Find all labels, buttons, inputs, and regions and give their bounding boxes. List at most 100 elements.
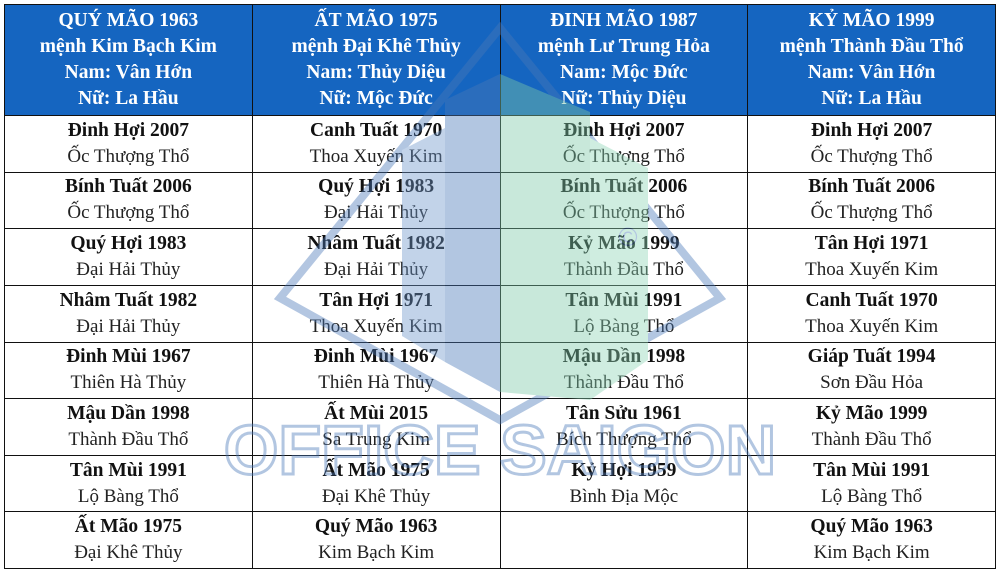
table-cell: Kỷ Mão 1999 Thành Đầu Thổ	[747, 398, 996, 456]
table-cell: Đinh Hợi 2007 Ốc Thượng Thổ	[747, 115, 996, 173]
cell-year: Giáp Tuất 1994	[807, 346, 936, 368]
table-row: Ất Mão 1975 Đại Khê Thủy Quý Mão 1963 Kim B…	[4, 511, 996, 569]
table-body: Đinh Hợi 2007 Ốc Thượng Thổ Canh Tuất 1970…	[4, 115, 996, 569]
table-row: Mậu Dần 1998 Thành Đầu Thổ Ất Mùi 2015 Sa T…	[4, 398, 996, 456]
table-header: QUÝ MÃO 1963 mệnh Kim Bạch Kim Nam: Vân …	[4, 4, 996, 116]
header-row: QUÝ MÃO 1963 mệnh Kim Bạch Kim Nam: Vân …	[4, 4, 996, 116]
cell-element: Ốc Thượng Thổ	[562, 202, 685, 224]
header-female-star: Nữ: Thủy Diệu	[561, 88, 687, 109]
cell-element: Ốc Thượng Thổ	[810, 145, 933, 167]
header-female-star: Nữ: La Hầu	[78, 88, 179, 109]
cell-year: Kỷ Mão 1999	[568, 233, 680, 255]
header-male-star: Nam: Mộc Đức	[560, 62, 688, 83]
header-destiny: mệnh Thành Đầu Thổ	[779, 36, 964, 57]
cell-year: Đinh Mùi 1967	[66, 346, 191, 368]
header-destiny: mệnh Lư Trung Hỏa	[537, 36, 710, 57]
table-cell: Tân Hợi 1971 Thoa Xuyến Kim	[747, 228, 996, 286]
table-cell: Mậu Dần 1998 Thành Đầu Thổ	[4, 398, 253, 456]
cell-element: Đại Hải Thủy	[76, 315, 181, 337]
cell-element: Lộ Bàng Thổ	[77, 485, 179, 507]
cell-element: Thoa Xuyến Kim	[309, 145, 443, 167]
cell-element: Đại Hải Thủy	[324, 259, 429, 281]
cell-year: Nhâm Tuất 1982	[59, 289, 198, 311]
cell-year: Ất Mão 1975	[74, 516, 182, 538]
cell-element: Lộ Bàng Thổ	[573, 315, 675, 337]
cell-year: Tân Mùi 1991	[69, 459, 187, 481]
cell-element: Lộ Bàng Thổ	[821, 485, 923, 507]
table-cell: Quý Mão 1963 Kim Bạch Kim	[251, 511, 501, 569]
table-cell: Tân Mùi 1991 Lộ Bàng Thổ	[747, 454, 996, 513]
cell-year: Tân Hợi 1971	[814, 233, 929, 255]
cell-element: Thành Đầu Thổ	[68, 428, 189, 450]
table-cell: Tân Hợi 1971 Thoa Xuyến Kim	[251, 284, 501, 343]
table-cell: Ất Mão 1975 Đại Khê Thủy	[4, 511, 253, 569]
header-title: KỶ MÃO 1999	[808, 10, 935, 31]
table-cell: Nhâm Tuất 1982 Đại Hải Thủy	[4, 284, 253, 343]
cell-year: Tân Mùi 1991	[813, 459, 931, 481]
cell-year: Tân Hợi 1971	[319, 289, 433, 311]
cell-element: Thiên Hà Thủy	[70, 372, 187, 394]
compatibility-table: QUÝ MÃO 1963 mệnh Kim Bạch Kim Nam: Vân …	[4, 4, 996, 569]
cell-element: Sa Trung Kim	[322, 428, 430, 450]
cell-year: Tân Sửu 1961	[566, 402, 682, 424]
header-male-star: Nam: Vân Hớn	[64, 62, 193, 83]
table-cell: Quý Hợi 1983 Đại Hải Thủy	[4, 228, 253, 286]
table-cell: Đinh Hợi 2007 Ốc Thượng Thổ	[4, 115, 253, 173]
cell-year: Kỷ Mão 1999	[815, 402, 928, 424]
cell-year: Nhâm Tuất 1982	[307, 233, 445, 255]
cell-element: Bích Thượng Thổ	[555, 428, 692, 450]
cell-year: Tân Mùi 1991	[565, 289, 683, 311]
table-cell: Đinh Mùi 1967 Thiên Hà Thủy	[4, 341, 253, 400]
cell-year: Kỷ Hợi 1959	[571, 459, 677, 481]
cell-year: Quý Mão 1963	[314, 516, 438, 538]
header-cell-dinh-mao-1987: ĐINH MÃO 1987 mệnh Lư Trung Hỏa Nam: Mộc…	[499, 4, 749, 116]
table-cell: Mậu Dần 1998 Thành Đầu Thổ	[499, 341, 749, 400]
cell-year: Mậu Dần 1998	[562, 346, 686, 368]
header-male-star: Nam: Thủy Diệu	[306, 62, 446, 83]
cell-element: Thành Đầu Thổ	[563, 259, 684, 281]
table-cell: Đinh Hợi 2007 Ốc Thượng Thổ	[499, 115, 749, 173]
table-row: Tân Mùi 1991 Lộ Bàng Thổ Ất Mão 1975 Đại Kh…	[4, 454, 996, 513]
cell-element: Thoa Xuyến Kim	[309, 315, 443, 337]
header-female-star: Nữ: Mộc Đức	[319, 88, 433, 109]
table-cell: Đinh Mùi 1967 Thiên Hà Thủy	[251, 341, 501, 400]
cell-element: Thoa Xuyến Kim	[805, 259, 939, 281]
header-cell-ky-mao-1999: KỶ MÃO 1999 mệnh Thành Đầu Thổ Nam: Vân …	[747, 4, 996, 116]
table-row: Quý Hợi 1983 Đại Hải Thủy Nhâm Tuất 1982 Đạ…	[4, 228, 996, 286]
table-row: Đinh Mùi 1967 Thiên Hà Thủy Đinh Mùi 1967 T…	[4, 341, 996, 400]
table-cell	[499, 511, 749, 569]
cell-year: Quý Hợi 1983	[318, 176, 435, 198]
table-cell: Kỷ Mão 1999 Thành Đầu Thổ	[499, 228, 749, 286]
cell-element: Ốc Thượng Thổ	[562, 145, 685, 167]
table-cell: Bính Tuất 2006 Ốc Thượng Thổ	[499, 171, 749, 230]
header-female-star: Nữ: La Hầu	[821, 88, 922, 109]
cell-element: Thoa Xuyến Kim	[805, 315, 939, 337]
header-cell-quy-mao-1963: QUÝ MÃO 1963 mệnh Kim Bạch Kim Nam: Vân …	[4, 4, 253, 116]
cell-year: Quý Mão 1963	[810, 516, 933, 538]
cell-element: Ốc Thượng Thổ	[67, 145, 190, 167]
table-cell: Quý Hợi 1983 Đại Hải Thủy	[251, 171, 501, 230]
table-cell: Bính Tuất 2006 Ốc Thượng Thổ	[747, 171, 996, 230]
table-cell: Ất Mùi 2015 Sa Trung Kim	[251, 398, 501, 456]
table-cell: Canh Tuất 1970 Thoa Xuyến Kim	[251, 115, 501, 173]
table-cell: Canh Tuất 1970 Thoa Xuyến Kim	[747, 284, 996, 343]
cell-year: Canh Tuất 1970	[805, 289, 938, 311]
cell-element: Ốc Thượng Thổ	[67, 202, 190, 224]
cell-element: Kim Bạch Kim	[318, 542, 435, 564]
table-cell: Kỷ Hợi 1959 Bình Địa Mộc	[499, 454, 749, 513]
header-cell-at-mao-1975: ẤT MÃO 1975 mệnh Đại Khê Thủy Nam: Thủy …	[251, 4, 501, 116]
cell-year: Ất Mão 1975	[322, 459, 430, 481]
table-cell: Tân Mùi 1991 Lộ Bàng Thổ	[4, 454, 253, 513]
cell-element: Kim Bạch Kim	[813, 542, 930, 564]
cell-element: Ốc Thượng Thổ	[810, 202, 933, 224]
header-title: ẤT MÃO 1975	[314, 10, 438, 31]
header-title: ĐINH MÃO 1987	[550, 10, 698, 31]
table-row: Đinh Hợi 2007 Ốc Thượng Thổ Canh Tuất 1970…	[4, 115, 996, 173]
cell-year: Quý Hợi 1983	[70, 233, 187, 255]
cell-year: Đinh Hợi 2007	[810, 119, 933, 141]
table-cell: Tân Sửu 1961 Bích Thượng Thổ	[499, 398, 749, 456]
table-row: Nhâm Tuất 1982 Đại Hải Thủy Tân Hợi 1971 Th…	[4, 284, 996, 343]
header-male-star: Nam: Vân Hớn	[807, 62, 936, 83]
cell-element: Bình Địa Mộc	[569, 485, 679, 507]
